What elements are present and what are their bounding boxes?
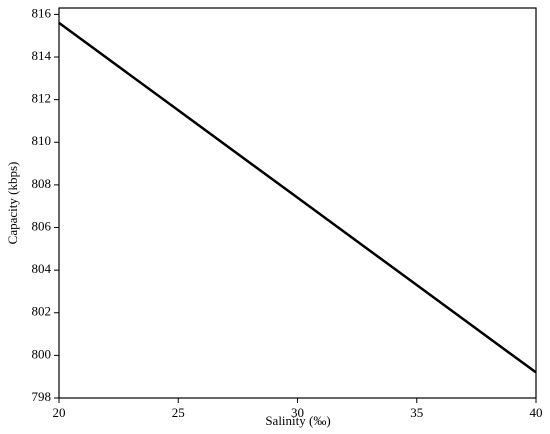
y-axis-label: Capacity (kbps) bbox=[5, 162, 20, 245]
y-tick-label: 806 bbox=[32, 218, 52, 233]
y-tick-label: 804 bbox=[32, 261, 52, 276]
x-tick-label: 20 bbox=[53, 405, 66, 420]
y-tick-label: 812 bbox=[32, 91, 52, 106]
plot-frame bbox=[58, 7, 537, 399]
x-axis-label: Salinity (‰) bbox=[265, 413, 330, 428]
x-tick-label: 40 bbox=[530, 405, 543, 420]
y-tick-label: 808 bbox=[32, 176, 52, 191]
data-line bbox=[58, 21, 537, 374]
y-tick-label: 800 bbox=[32, 346, 52, 361]
y-tick-label: 798 bbox=[32, 389, 52, 404]
y-tick-label: 802 bbox=[32, 304, 52, 319]
y-tick-label: 810 bbox=[32, 133, 52, 148]
y-tick-label: 816 bbox=[32, 5, 52, 20]
x-tick-label: 35 bbox=[410, 405, 423, 420]
x-tick-label: 25 bbox=[172, 405, 185, 420]
x-tick-label: 30 bbox=[291, 405, 304, 420]
y-tick-label: 814 bbox=[32, 48, 52, 63]
